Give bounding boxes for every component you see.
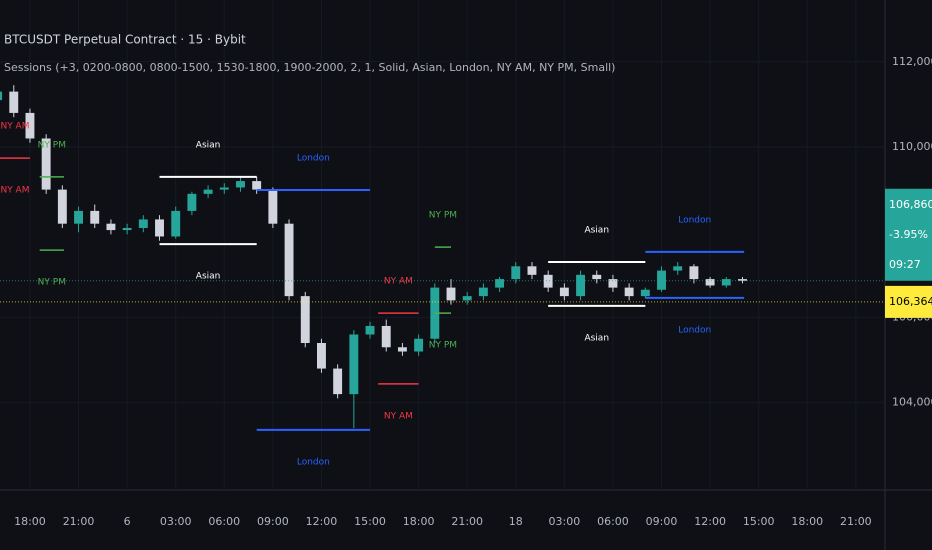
candle-body	[397, 347, 407, 352]
candle-body	[155, 219, 164, 237]
x-tick-label: 21:00	[840, 515, 872, 528]
candle-body	[576, 274, 586, 297]
candle-body	[122, 227, 132, 231]
x-tick-label: 12:00	[306, 515, 338, 528]
countdown: 09:27	[889, 258, 921, 271]
candle-body	[252, 181, 262, 190]
candle-body	[721, 279, 731, 286]
session-label: Asian	[196, 140, 221, 150]
candle-body	[0, 91, 3, 101]
candle-body	[543, 274, 553, 288]
x-tick-label: 18	[509, 515, 523, 528]
candle-body	[106, 223, 116, 231]
x-tick-label: 15:00	[743, 515, 775, 528]
grid	[0, 0, 885, 490]
session-label: NY AM	[0, 186, 29, 196]
candle-body	[624, 287, 634, 297]
mark-price-box	[885, 285, 932, 318]
x-tick-label: 09:00	[646, 515, 678, 528]
candle-body	[592, 274, 602, 280]
session-label: Asian	[584, 333, 609, 343]
session-label: London	[678, 215, 711, 225]
candle-body	[495, 279, 505, 288]
x-tick-label: 18:00	[403, 515, 435, 528]
x-tick-label: 03:00	[549, 515, 581, 528]
candle-body	[657, 270, 666, 290]
candle-body	[41, 138, 51, 190]
last-price-box	[885, 188, 932, 281]
last-price-label: 106,860.8	[889, 198, 932, 211]
candle-body	[236, 181, 245, 188]
candle-body	[90, 210, 100, 224]
plot: NY AM NY AM NY PM NY PM Asian Asian London Lond…	[0, 85, 885, 467]
session-label: Asian	[584, 226, 609, 236]
session-label: NY AM	[384, 277, 413, 287]
candle-body	[511, 266, 521, 280]
session-label: Asian	[196, 272, 221, 282]
candle-body	[365, 325, 375, 335]
y-tick-label: 110,000.0	[892, 140, 932, 153]
candle-body	[74, 210, 83, 224]
session-label: NY PM	[429, 211, 457, 221]
x-tick-label: 03:00	[160, 515, 192, 528]
price-change: -3.95%	[889, 228, 928, 241]
candle-body	[284, 223, 294, 297]
session-label: London	[297, 154, 330, 164]
candle-body	[203, 189, 213, 194]
session-label: London	[297, 457, 330, 467]
candle-body	[9, 91, 19, 113]
x-tick-label: 18:00	[14, 515, 46, 528]
candle-body	[349, 334, 359, 395]
symbol-title: BTCUSDT Perpetual Contract · 15 · Bybit	[4, 33, 246, 47]
x-tick-label: 09:00	[257, 515, 289, 528]
x-tick-label: 15:00	[354, 515, 386, 528]
session-label: NY AM	[384, 411, 413, 421]
candle-body	[219, 187, 229, 190]
y-tick-label: 104,000.0	[892, 396, 932, 409]
session-label: NY PM	[38, 278, 66, 288]
candle-body	[478, 287, 488, 297]
indicator-legend: Sessions (+3, 0200-0800, 0800-1500, 1530…	[4, 61, 615, 74]
candle-body	[689, 266, 699, 280]
candle-body	[138, 219, 148, 228]
x-tick-label: 06:00	[208, 515, 240, 528]
x-tick-label: 18:00	[791, 515, 823, 528]
candle-body	[57, 189, 67, 224]
candle-body	[333, 368, 343, 395]
x-tick-label: 12:00	[694, 515, 726, 528]
mark-price-label: 106,364.6	[889, 295, 932, 308]
session-label: NY PM	[38, 140, 66, 150]
candle-body	[187, 193, 197, 211]
candle-body	[381, 325, 391, 348]
x-tick-label: 21:00	[451, 515, 483, 528]
candle-body	[268, 189, 278, 224]
session-label: NY PM	[429, 341, 457, 351]
candle-body	[738, 279, 747, 281]
y-tick-label: 112,000.0	[892, 55, 932, 68]
x-tick-label: 21:00	[63, 515, 95, 528]
candle-body	[171, 210, 181, 237]
session-label: NY AM	[0, 122, 29, 132]
candle-body	[673, 266, 683, 271]
candle-body	[446, 287, 456, 301]
candle-body	[705, 279, 715, 286]
candle-body	[25, 112, 35, 139]
x-tick-label: 6	[124, 515, 131, 528]
candle-body	[640, 289, 650, 297]
x-tick-label: 06:00	[597, 515, 629, 528]
candle-body	[608, 279, 618, 288]
session-label: London	[678, 325, 711, 335]
candle-body	[414, 338, 424, 352]
candle-body	[300, 296, 310, 343]
candle-body	[316, 343, 326, 369]
candle-body	[527, 266, 537, 275]
candle-body	[462, 296, 472, 301]
candle-body	[559, 287, 569, 297]
